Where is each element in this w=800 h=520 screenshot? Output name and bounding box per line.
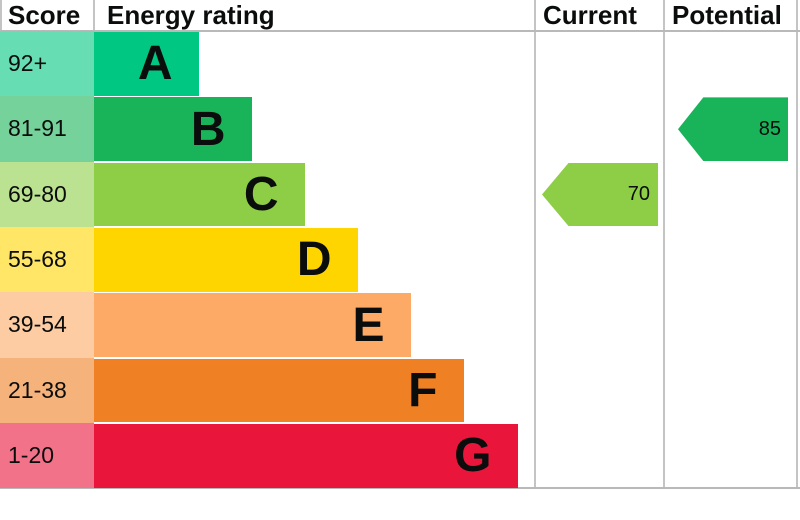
score-range-cell: 81-91 <box>0 96 94 162</box>
band-row: 1-20 G <box>0 423 800 489</box>
rating-bar: B <box>93 97 252 162</box>
score-range-label: 39-54 <box>8 311 67 338</box>
band-row: 81-91 B <box>0 96 800 162</box>
header-potential-label: Potential <box>672 0 782 30</box>
header-energy-rating-label: Energy rating <box>107 0 275 30</box>
band-row: 69-80 C <box>0 161 800 227</box>
band-letter: B <box>190 102 226 156</box>
grid-line-potential-divider <box>663 0 665 489</box>
grid-line-header-bottom <box>0 29 800 32</box>
rating-bar: F <box>93 358 464 423</box>
rating-bar: D <box>93 228 358 292</box>
grid-line-right <box>796 0 798 489</box>
score-range-cell: 21-38 <box>0 357 94 423</box>
band-row: 39-54 E <box>0 292 800 358</box>
current-rating-arrow: 70 <box>542 162 658 227</box>
score-range-cell: 55-68 <box>0 227 94 293</box>
rating-bar: A <box>93 32 199 96</box>
header-current-label: Current <box>543 0 637 30</box>
band-letter: A <box>137 37 173 91</box>
grid-line-left <box>0 0 2 30</box>
rating-bar: C <box>93 162 305 227</box>
band-row: 55-68 D <box>0 227 800 293</box>
score-range-label: 92+ <box>8 50 48 77</box>
score-range-cell: 1-20 <box>0 423 94 489</box>
band-letter: C <box>243 168 279 222</box>
potential-rating-value: 85 <box>758 117 781 140</box>
score-range-label: 21-38 <box>8 376 67 403</box>
grid-line-score-divider <box>93 0 95 30</box>
current-rating-value: 70 <box>627 182 650 205</box>
band-letter: E <box>352 298 385 352</box>
band-letter: F <box>408 364 438 418</box>
band-row: 92+ A <box>0 31 800 97</box>
score-range-cell: 92+ <box>0 31 94 97</box>
band-letter: G <box>454 429 492 483</box>
grid-line-chart-bottom <box>0 487 800 490</box>
rating-bar: E <box>93 293 411 358</box>
rating-bar: G <box>93 424 518 488</box>
header-score-label: Score <box>8 0 81 30</box>
score-range-cell: 39-54 <box>0 292 94 358</box>
band-letter: D <box>296 233 332 287</box>
potential-rating-arrow: 85 <box>678 97 788 161</box>
score-range-label: 1-20 <box>8 442 55 469</box>
score-range-label: 55-68 <box>8 246 67 273</box>
score-range-label: 69-80 <box>8 180 67 207</box>
score-range-label: 81-91 <box>8 115 67 142</box>
grid-line-current-divider <box>534 0 536 489</box>
band-row: 21-38 F <box>0 357 800 423</box>
score-range-cell: 69-80 <box>0 161 94 227</box>
